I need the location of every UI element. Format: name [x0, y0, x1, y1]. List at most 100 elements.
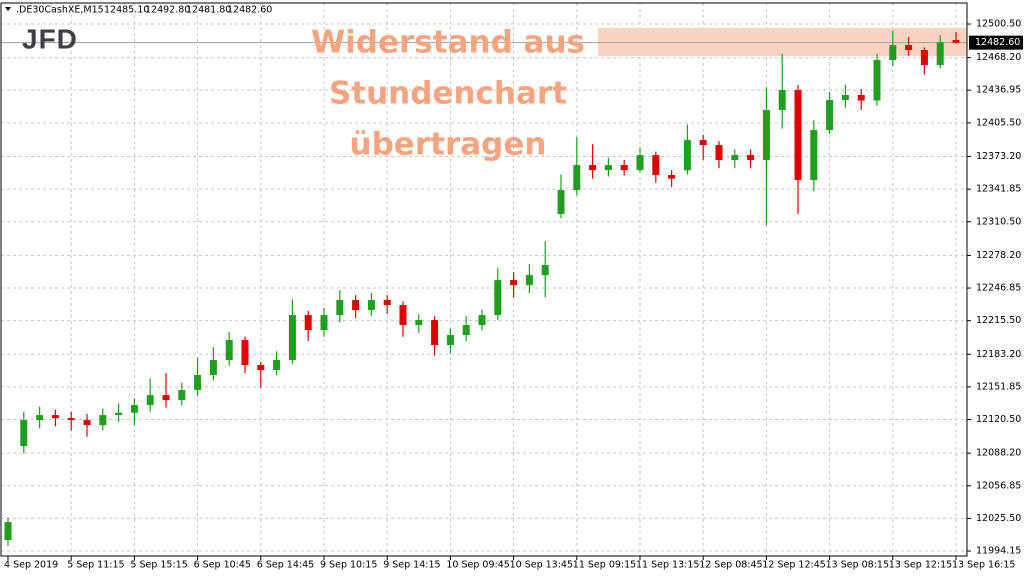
- y-tick-label: 12025.50: [976, 513, 1021, 524]
- candle-body: [431, 320, 439, 346]
- candle-body: [241, 340, 249, 366]
- candle-body: [762, 109, 770, 161]
- x-tick-label: 13 Sep 16:15: [952, 560, 1015, 571]
- y-tick-label: 12310.50: [976, 216, 1021, 227]
- candle-body: [620, 165, 628, 171]
- y-tick-label: 12246.85: [976, 283, 1021, 294]
- candle-body: [857, 95, 865, 101]
- candle-body: [20, 420, 28, 447]
- candle-body: [67, 418, 75, 421]
- x-tick-label: 12 Sep 08:45: [699, 560, 762, 571]
- candle-body: [905, 45, 913, 51]
- x-tick-label: 6 Sep 10:45: [194, 560, 251, 571]
- candle-body: [320, 315, 328, 331]
- candle-body: [4, 522, 12, 541]
- y-tick-label: 12278.20: [976, 250, 1021, 261]
- candle-body: [146, 395, 154, 406]
- y-tick-label: 12056.85: [976, 480, 1021, 491]
- candle-body: [130, 405, 138, 413]
- x-tick-label: 4 Sep 2019: [4, 560, 58, 571]
- candle-body: [936, 42, 944, 66]
- candle-body: [99, 415, 107, 426]
- candle-body: [557, 190, 565, 214]
- candle-body: [478, 315, 486, 326]
- annotation-line: Stundenchart: [329, 76, 567, 112]
- candle-body: [383, 300, 391, 306]
- candle-body: [510, 280, 518, 286]
- y-tick-label: 12500.50: [976, 19, 1021, 30]
- candle-body: [257, 365, 265, 371]
- resistance-zone: [598, 27, 967, 56]
- candle-body: [873, 60, 881, 101]
- candle-body: [115, 412, 123, 416]
- candle-body: [288, 315, 296, 361]
- candle-body: [336, 300, 344, 316]
- candle-body: [304, 315, 312, 331]
- candle-body: [178, 390, 186, 401]
- candle-body: [826, 100, 834, 130]
- candle-body: [462, 325, 470, 336]
- candle-body: [399, 305, 407, 326]
- candle-body: [573, 165, 581, 191]
- candle-body: [415, 320, 423, 326]
- x-tick-label: 6 Sep 14:45: [257, 560, 314, 571]
- y-tick-label: 12120.50: [976, 414, 1021, 425]
- candle-body: [715, 145, 723, 161]
- x-tick-label: 13 Sep 08:15: [826, 560, 889, 571]
- candle-body: [604, 165, 612, 171]
- annotation: Widerstand aus Stundenchart übertragen: [311, 25, 585, 163]
- last-price-box: [969, 35, 1023, 50]
- candle-body: [731, 155, 739, 161]
- candle-body: [51, 415, 59, 419]
- candle-body: [194, 374, 202, 391]
- x-tick-label: 5 Sep 15:15: [130, 560, 187, 571]
- candle-body: [747, 155, 755, 161]
- axes: 12500.50 12468.20 12436.95 12405.50 12373.20…: [4, 19, 1023, 571]
- y-tick-label: 12151.85: [976, 381, 1021, 392]
- last-price-label: 12482.60: [975, 37, 1020, 48]
- candle-body: [920, 50, 928, 66]
- candle-body: [367, 300, 375, 311]
- candle-body: [889, 45, 897, 61]
- candle-body: [36, 415, 44, 421]
- y-tick-label: 12215.50: [976, 315, 1021, 326]
- y-tick-label: 12405.50: [976, 117, 1021, 128]
- candle-body: [525, 275, 533, 286]
- y-tick-label: 12183.20: [976, 349, 1021, 360]
- candle-body: [841, 95, 849, 101]
- header-open: 12485.10: [104, 5, 149, 16]
- header-close: 12482.60: [227, 5, 272, 16]
- y-tick-label: 12373.20: [976, 151, 1021, 162]
- y-tick-label: 11994.15: [976, 546, 1021, 557]
- logo: JFD: [22, 23, 78, 54]
- x-tick-label: 11 Sep 09:15: [573, 560, 636, 571]
- candle-body: [952, 40, 960, 43]
- candle-body: [273, 360, 281, 371]
- candle-body: [83, 420, 91, 426]
- candle-body: [668, 175, 676, 179]
- annotation-line: übertragen: [350, 127, 547, 163]
- candle-body: [162, 395, 170, 401]
- y-tick-label: 12088.20: [976, 448, 1021, 459]
- candle-body: [589, 165, 597, 171]
- candles: [4, 30, 960, 547]
- candle-body: [225, 340, 233, 361]
- candle-body: [683, 140, 691, 171]
- candle-body: [541, 264, 549, 276]
- candle-body: [810, 129, 818, 181]
- plot-frame: [0, 2, 968, 557]
- x-tick-label: 12 Sep 12:45: [762, 560, 825, 571]
- candle-body: [794, 90, 802, 181]
- x-tick-label: 11 Sep 13:15: [636, 560, 699, 571]
- x-tick-label: 5 Sep 11:15: [67, 560, 124, 571]
- y-tick-label: 12468.20: [976, 52, 1021, 63]
- y-tick-label: 12436.95: [976, 85, 1021, 96]
- header-low: 12481.80: [186, 5, 231, 16]
- candle-body: [699, 140, 707, 146]
- x-tick-label: 13 Sep 12:15: [889, 560, 952, 571]
- zone-layer: [1, 27, 967, 56]
- candle-body: [636, 155, 644, 171]
- dropdown-icon[interactable]: [5, 7, 11, 11]
- annotation-line: Widerstand aus: [311, 25, 585, 61]
